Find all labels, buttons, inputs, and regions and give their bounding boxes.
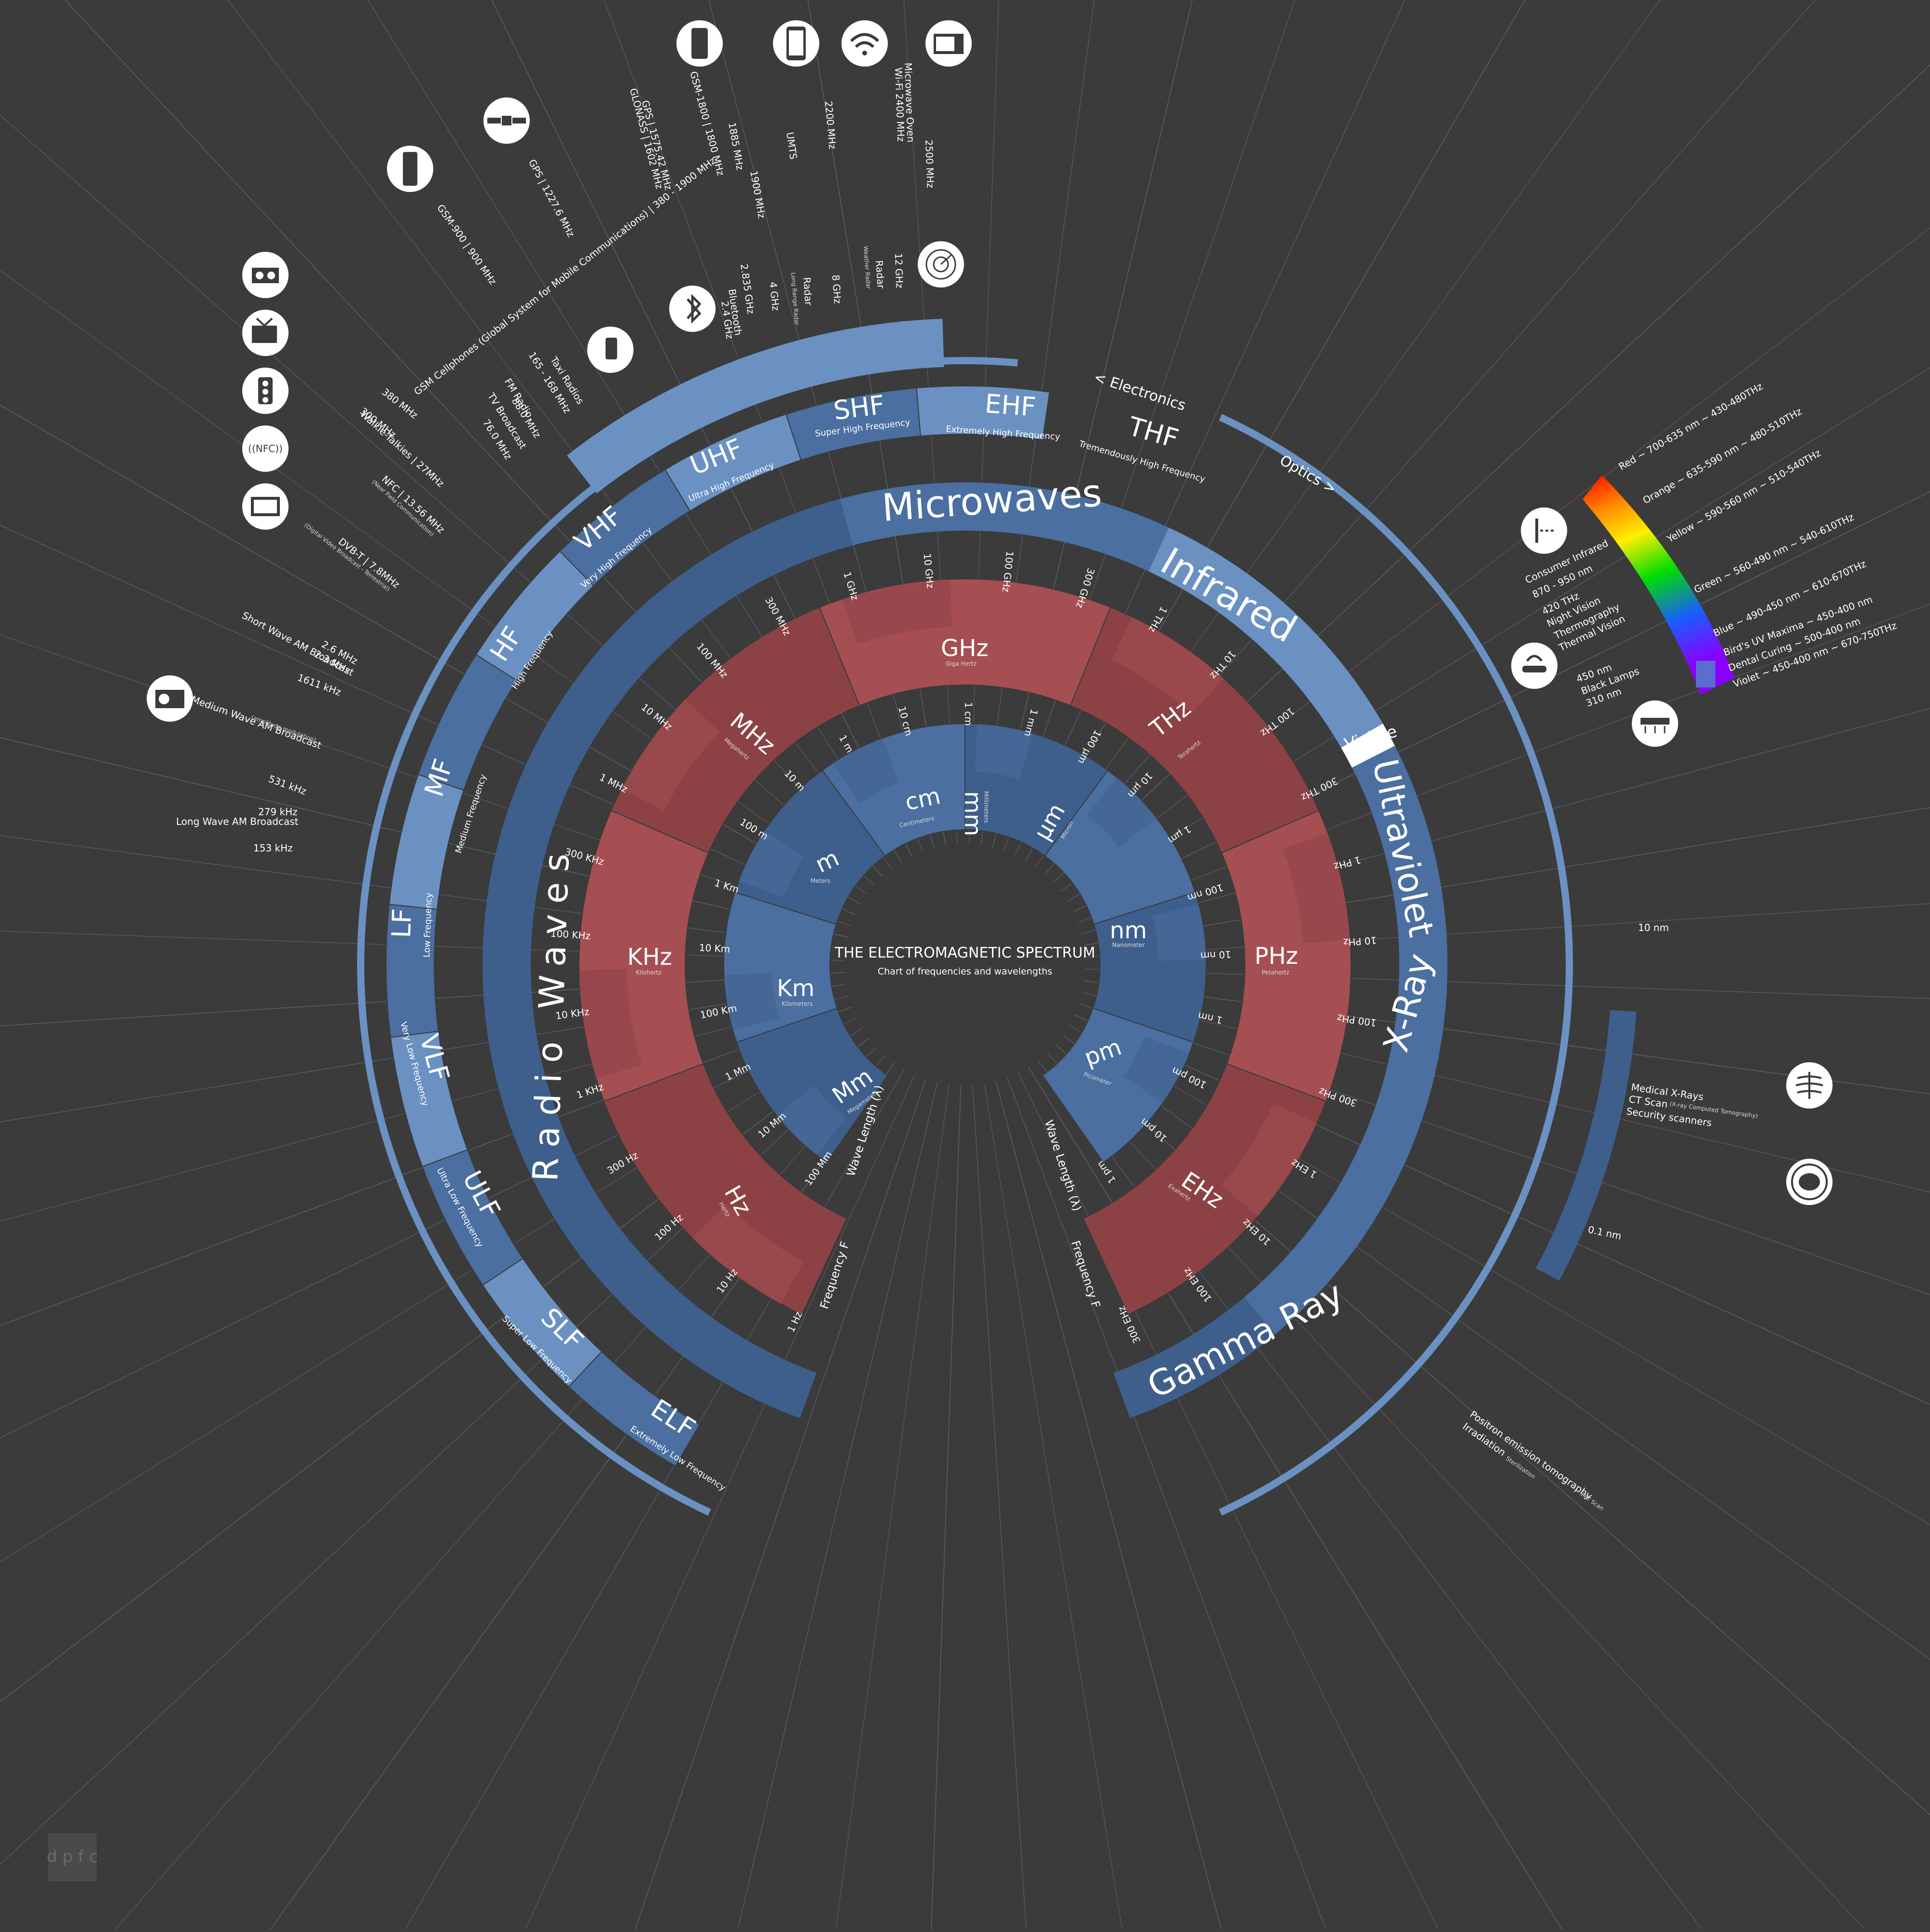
freq-unit-khz: KHz (627, 944, 672, 971)
freq-unit-phz-name: Petahertz (1262, 969, 1289, 976)
wavelength-ring-segment-shade (724, 973, 779, 1031)
boombox-icon (242, 252, 289, 298)
monitor-icon (242, 483, 289, 530)
wavelength-tick-label: 10 Km (699, 942, 731, 955)
ribcage-xray-icon (1786, 1062, 1833, 1109)
subband-shf: SHF (832, 389, 886, 425)
background-ray (737, 1082, 938, 1932)
wavelength-tick-label: 10 nm (1200, 948, 1231, 961)
black-lamp-icon (1632, 700, 1678, 747)
old-cellphone-icon (387, 146, 433, 192)
walkie-talkie-icon (587, 327, 634, 373)
logo-text: d p f c (47, 1847, 98, 1866)
radio-subband-segment (916, 385, 1050, 440)
frequency-ring-segment-shade (579, 969, 642, 1079)
wavelength-ring-segment-shade (1087, 778, 1157, 848)
background-ray (524, 1074, 916, 1932)
traffic-light-icon (242, 368, 289, 414)
nfc-icon: ((NFC)) (242, 425, 289, 472)
wifi-icon (841, 20, 888, 67)
frequency-ring-segment-shade (621, 699, 720, 811)
mobile-phone-icon (676, 20, 723, 67)
wave-unit-nm-name: Nanometer (1112, 942, 1144, 948)
microwave-oven-icon (925, 20, 972, 67)
app-radar-long: Radar (801, 277, 814, 306)
wavelength-ring-segment-shade (975, 724, 1033, 780)
background-ray (972, 1085, 1027, 1932)
frequency-ring-segment-shade (841, 579, 952, 644)
wavelength-ring-segment-shade (739, 830, 804, 898)
gsm-band-arc (567, 318, 944, 493)
microwaves-band (840, 482, 1169, 572)
freq-unit-khz-name: Kilohertz (636, 969, 662, 976)
app-wifi: Wi-Fi 2400 MHz (893, 67, 907, 142)
background-ray (1006, 1077, 1327, 1932)
background-ray (995, 1081, 1223, 1932)
xray-applications-bar (1536, 1010, 1637, 1281)
subband-lf-name: Low Frequency (422, 892, 434, 958)
background-ray (984, 1083, 1123, 1932)
wavelength-tick-label: 1 cm (963, 702, 974, 726)
frequency-ring-segment-shade (692, 1204, 804, 1304)
app-long-wave-top: 279 kHz (258, 806, 298, 818)
freq-unit-ghz-name: Giga Hertz (946, 660, 977, 667)
xray-range-top: 10 nm (1638, 922, 1669, 933)
app-2500: 2500 MHz (923, 139, 936, 188)
wavelength-ring-segment-shade (1152, 904, 1206, 961)
wavelength-ring-segment-shade (832, 738, 899, 804)
app-radar-weather: Radar (873, 260, 887, 289)
wave-unit-km: Km (777, 975, 814, 1002)
app-12ghz: 12 GHz (893, 253, 906, 288)
background-ray (835, 1084, 950, 1932)
smartphone-icon (773, 20, 819, 67)
wave-unit-nm: nm (1110, 917, 1147, 944)
app-radar-weather-sub: Weather Radar (862, 246, 872, 289)
frequency-ring-segment-shade (1111, 617, 1224, 714)
frequency-ring-segment-shade (1221, 1103, 1317, 1217)
page-subtitle: Chart of frequencies and wavelengths (878, 966, 1052, 977)
nfc-icon-glyph: ((NFC)) (248, 443, 283, 454)
visible-band (1341, 724, 1395, 768)
wavelength-ring-segment-shade (1123, 1036, 1189, 1104)
ultraviolet-band (1351, 746, 1448, 1007)
wave-unit-km-name: Kilometers (782, 1000, 813, 1007)
brain-scan-icon (1786, 1159, 1833, 1205)
wave-unit-mm-name: Millimeters (983, 791, 990, 823)
app-long-wave-bottom: 153 kHz (253, 842, 293, 854)
app-8ghz: 8 GHz (830, 274, 843, 304)
night-vision-icon (1511, 643, 1558, 689)
xray-band (1244, 1002, 1446, 1335)
gamma-ray-band (1113, 1297, 1275, 1418)
radio-icon (147, 675, 193, 722)
bluetooth-icon (669, 286, 716, 332)
radio-waves-band (482, 499, 853, 1418)
app-long-wave: Long Wave AM Broadcast (176, 816, 299, 827)
app-microwave-oven: Microwave Oven (902, 62, 917, 142)
frequency-tick-label: 100 KHz (550, 928, 591, 942)
black-lamp-marker (1696, 661, 1715, 687)
satellite-icon (483, 97, 530, 144)
wave-unit-mm: mm (959, 791, 986, 836)
freq-unit-phz: PHz (1254, 943, 1298, 970)
visible-spectrum-swatch (1583, 475, 1735, 695)
subband-ehf: EHF (984, 388, 1037, 422)
frequency-tick-label: 10 PHz (1343, 934, 1377, 948)
background-ray (634, 1079, 926, 1932)
rings-group (357, 318, 1637, 1516)
frequency-ring-segment-shade (1282, 833, 1351, 944)
background-ray (931, 1085, 962, 1932)
logo: d p f c (47, 1833, 98, 1881)
infrared-band (1148, 527, 1383, 748)
subband-lf: LF (386, 908, 417, 938)
radar-icon (918, 241, 964, 288)
tv-antenna-icon (242, 310, 289, 356)
page-title: THE ELECTROMAGNETIC SPECTRUM (834, 945, 1095, 961)
remote-control-icon (1521, 507, 1567, 554)
wave-unit-m-name: Meters (811, 877, 830, 884)
freq-unit-ghz: GHz (941, 635, 988, 662)
wavelength-ring-segment-shade (776, 1085, 846, 1155)
